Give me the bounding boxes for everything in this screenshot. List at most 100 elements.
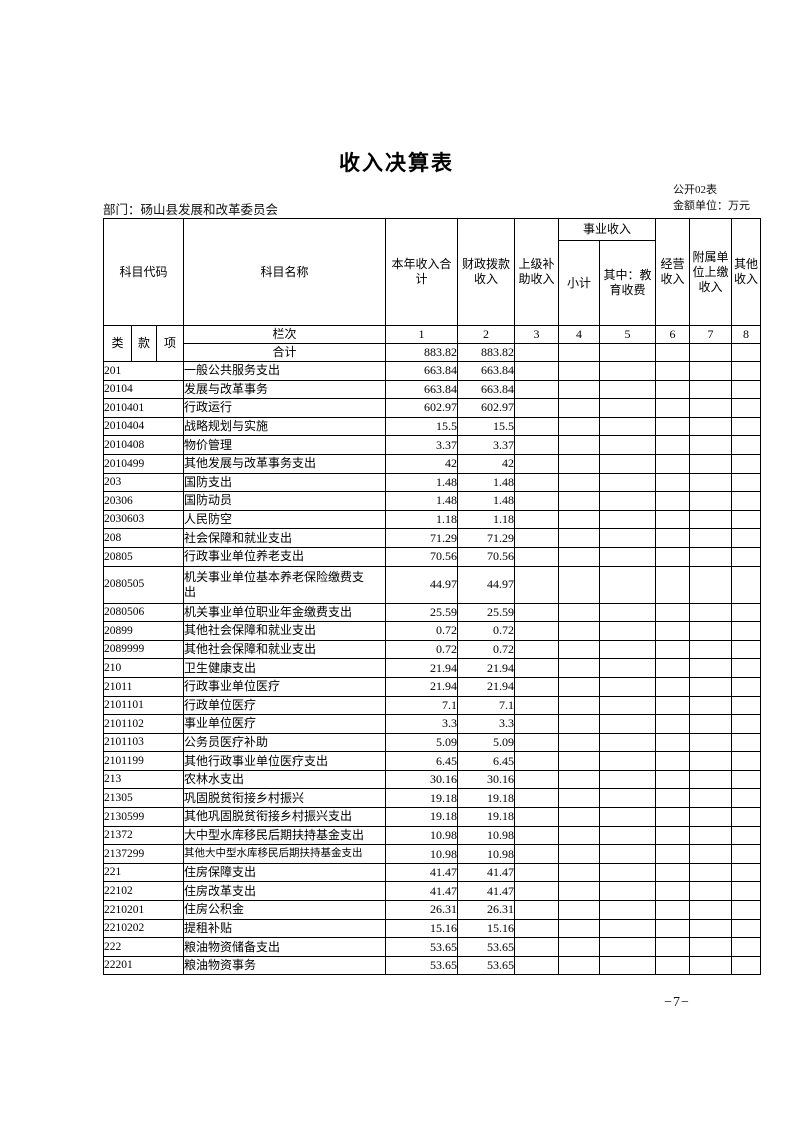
value-cell: 44.97 bbox=[385, 565, 459, 604]
value-cell: 0.72 bbox=[457, 639, 516, 660]
value-cell bbox=[514, 862, 560, 883]
value-cell bbox=[731, 435, 762, 455]
value-cell: 21.94 bbox=[457, 676, 516, 697]
value-cell: 30.16 bbox=[457, 769, 516, 790]
value-cell: 0.72 bbox=[385, 621, 459, 641]
subject-name-cell: 其他社会保障和就业支出 bbox=[183, 639, 387, 660]
subject-code-cell: 22102 bbox=[102, 881, 185, 902]
value-cell: 1.48 bbox=[457, 491, 516, 511]
table-row: 213 农林水支出 30.16 30.16 bbox=[102, 769, 762, 790]
value-cell bbox=[655, 453, 691, 474]
value-cell: 19.18 bbox=[457, 788, 516, 809]
value-cell: 10.98 bbox=[385, 825, 459, 846]
subject-name-cell: 机关事业单位基本养老保险缴费支出 bbox=[183, 565, 387, 604]
value-cell bbox=[655, 918, 691, 939]
table-row: 208 社会保障和就业支出 71.29 71.29 bbox=[102, 528, 762, 548]
value-cell bbox=[689, 565, 733, 604]
table-row: 2089999 其他社会保障和就业支出 0.72 0.72 bbox=[102, 639, 762, 660]
value-cell bbox=[655, 602, 691, 623]
subject-code-cell: 22201 bbox=[102, 955, 185, 976]
value-cell bbox=[689, 621, 733, 641]
value-cell bbox=[558, 528, 601, 548]
value-cell: 71.29 bbox=[385, 528, 459, 548]
table-row: 20104 发展与改革事务 663.84 663.84 bbox=[102, 379, 762, 400]
header-business-education-fee: 其中：教育收费 bbox=[599, 240, 657, 326]
subject-code-cell: 2089999 bbox=[102, 639, 185, 660]
value-cell bbox=[599, 361, 657, 381]
value-cell: 26.31 bbox=[385, 900, 459, 920]
value-cell bbox=[731, 546, 762, 567]
subject-name-cell: 其他大中型水库移民后期扶持基金支出 bbox=[183, 844, 387, 864]
column-index: 6 bbox=[655, 325, 691, 344]
subject-name-cell: 其他行政事业单位医疗支出 bbox=[183, 751, 387, 771]
subject-code-cell: 2137299 bbox=[102, 844, 185, 864]
table-row: 21305 巩固脱贫衔接乡村振兴 19.18 19.18 bbox=[102, 788, 762, 809]
value-cell bbox=[514, 398, 560, 418]
value-cell bbox=[689, 453, 733, 474]
value-cell bbox=[655, 955, 691, 976]
value-cell: 41.47 bbox=[457, 862, 516, 883]
value-cell: 3.3 bbox=[385, 714, 459, 734]
subject-name-cell: 行政事业单位医疗 bbox=[183, 676, 387, 697]
value-cell bbox=[558, 453, 601, 474]
value-cell bbox=[514, 361, 560, 381]
subject-name-cell: 行政事业单位养老支出 bbox=[183, 546, 387, 567]
value-cell bbox=[655, 379, 691, 400]
value-cell: 1.48 bbox=[385, 472, 459, 493]
value-cell bbox=[731, 955, 762, 976]
total-row-label: 合计 bbox=[183, 343, 387, 362]
value-cell: 26.31 bbox=[457, 900, 516, 920]
subject-name-cell: 大中型水库移民后期扶持基金支出 bbox=[183, 825, 387, 846]
value-cell bbox=[689, 435, 733, 455]
subject-code-cell: 21305 bbox=[102, 788, 185, 809]
value-cell bbox=[514, 565, 560, 604]
value-cell bbox=[689, 955, 733, 976]
value-cell bbox=[731, 658, 762, 678]
subject-code-cell: 20104 bbox=[102, 379, 185, 400]
value-cell bbox=[689, 769, 733, 790]
subject-name-cell: 公务员医疗补助 bbox=[183, 732, 387, 753]
value-cell: 602.97 bbox=[457, 398, 516, 418]
header-affiliated-remitted: 附属单位上缴收入 bbox=[689, 218, 733, 326]
value-cell bbox=[689, 546, 733, 567]
column-index: 3 bbox=[514, 325, 560, 344]
value-cell bbox=[558, 881, 601, 902]
value-cell: 3.37 bbox=[385, 435, 459, 455]
value-cell bbox=[599, 788, 657, 809]
value-cell bbox=[655, 435, 691, 455]
total-cell: 883.82 bbox=[385, 343, 459, 362]
subject-name-cell: 粮油物资事务 bbox=[183, 955, 387, 976]
value-cell bbox=[599, 955, 657, 976]
value-cell bbox=[689, 379, 733, 400]
value-cell bbox=[514, 453, 560, 474]
value-cell: 30.16 bbox=[385, 769, 459, 790]
income-statement-table: 科目代码 科目名称 本年收入合计 财政拨款收入 上级补助收入 事业收入 经营收入… bbox=[102, 218, 762, 976]
header-business-income-group: 事业收入 bbox=[558, 218, 657, 241]
unit-note: 金额单位：万元 bbox=[673, 200, 750, 212]
subject-name-cell: 农林水支出 bbox=[183, 769, 387, 790]
subject-name-cell: 发展与改革事务 bbox=[183, 379, 387, 400]
subject-name-cell: 粮油物资储备支出 bbox=[183, 937, 387, 957]
value-cell bbox=[514, 491, 560, 511]
value-cell bbox=[731, 509, 762, 530]
value-cell: 21.94 bbox=[457, 658, 516, 678]
value-cell bbox=[731, 751, 762, 771]
subject-code-cell: 21011 bbox=[102, 676, 185, 697]
value-cell: 25.59 bbox=[385, 602, 459, 623]
value-cell bbox=[599, 825, 657, 846]
subject-name-cell: 物价管理 bbox=[183, 435, 387, 455]
value-cell bbox=[599, 732, 657, 753]
value-cell bbox=[599, 621, 657, 641]
value-cell: 41.47 bbox=[457, 881, 516, 902]
value-cell bbox=[514, 900, 560, 920]
value-cell bbox=[655, 862, 691, 883]
subject-name-cell: 住房公积金 bbox=[183, 900, 387, 920]
value-cell bbox=[655, 900, 691, 920]
value-cell: 5.09 bbox=[385, 732, 459, 753]
value-cell: 1.18 bbox=[457, 509, 516, 530]
column-index: 5 bbox=[599, 325, 657, 344]
column-index: 8 bbox=[731, 325, 762, 344]
value-cell bbox=[689, 658, 733, 678]
table-row: 2030603 人民防空 1.18 1.18 bbox=[102, 509, 762, 530]
table-code-note: 公开02表 bbox=[673, 184, 717, 196]
